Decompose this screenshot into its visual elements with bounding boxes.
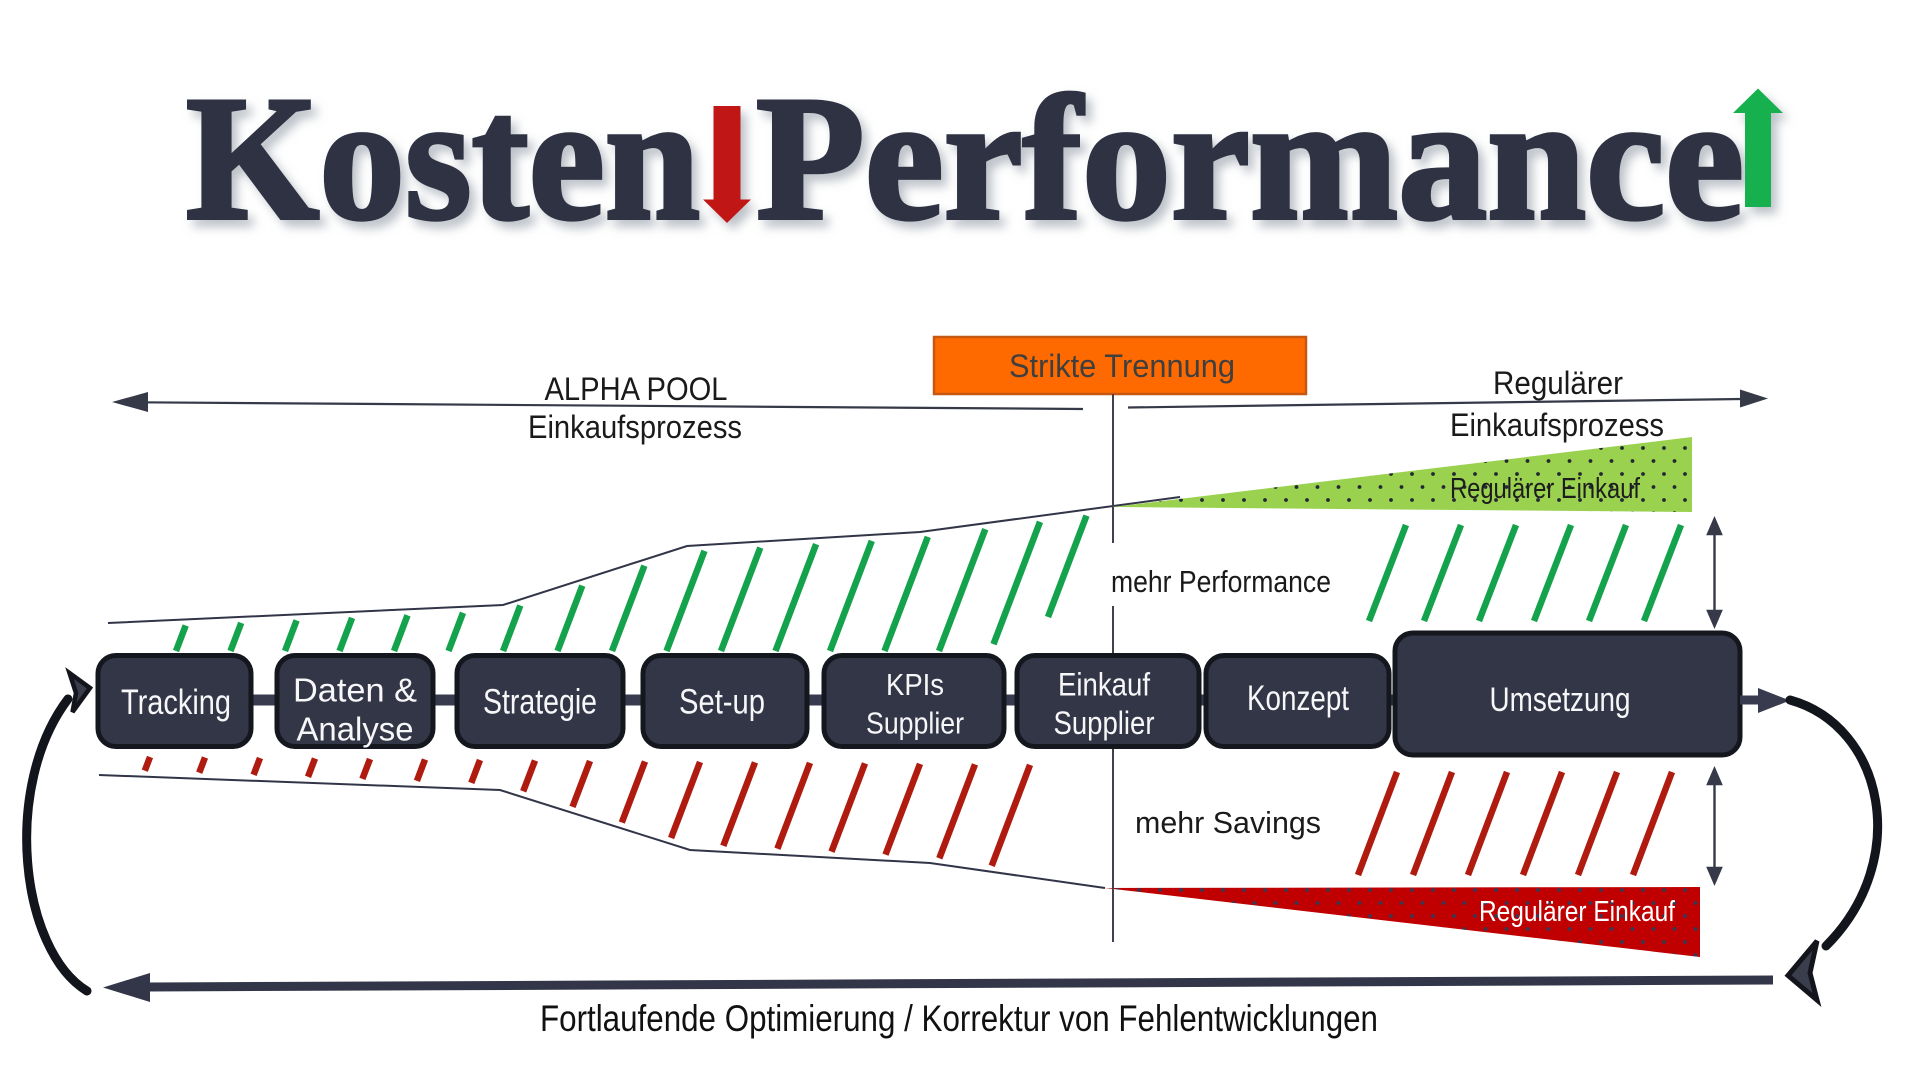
svg-text:Tracking: Tracking (121, 683, 231, 722)
svg-text:Umsetzung: Umsetzung (1490, 681, 1631, 719)
svg-text:Supplier: Supplier (1054, 705, 1155, 741)
svg-text:Konzept: Konzept (1247, 679, 1349, 718)
svg-text:Kosten: Kosten (186, 59, 700, 257)
svg-text:Regulärer Einkauf: Regulärer Einkauf (1479, 896, 1676, 928)
svg-text:Einkauf: Einkauf (1058, 667, 1150, 703)
svg-text:Strikte Trennung: Strikte Trennung (1009, 348, 1235, 384)
svg-text:mehr Performance: mehr Performance (1111, 564, 1331, 599)
svg-text:mehr Savings: mehr Savings (1135, 805, 1321, 840)
svg-text:Einkaufsprozess: Einkaufsprozess (1450, 407, 1664, 443)
svg-text:Daten &: Daten & (293, 672, 417, 709)
svg-text:Regulärer: Regulärer (1493, 365, 1623, 401)
svg-text:Einkaufsprozess: Einkaufsprozess (528, 409, 742, 445)
svg-text:Performance: Performance (756, 59, 1744, 257)
svg-text:Fortlaufende Optimierung / Kor: Fortlaufende Optimierung / Korrektur von… (540, 998, 1378, 1039)
svg-text:KPIs: KPIs (886, 668, 944, 702)
svg-text:Analyse: Analyse (297, 711, 414, 748)
svg-text:ALPHA POOL: ALPHA POOL (545, 371, 728, 407)
svg-text:Strategie: Strategie (483, 683, 597, 722)
svg-text:Set-up: Set-up (679, 683, 765, 722)
svg-text:Regulärer Einkauf: Regulärer Einkauf (1450, 473, 1641, 505)
svg-text:Supplier: Supplier (866, 707, 964, 741)
